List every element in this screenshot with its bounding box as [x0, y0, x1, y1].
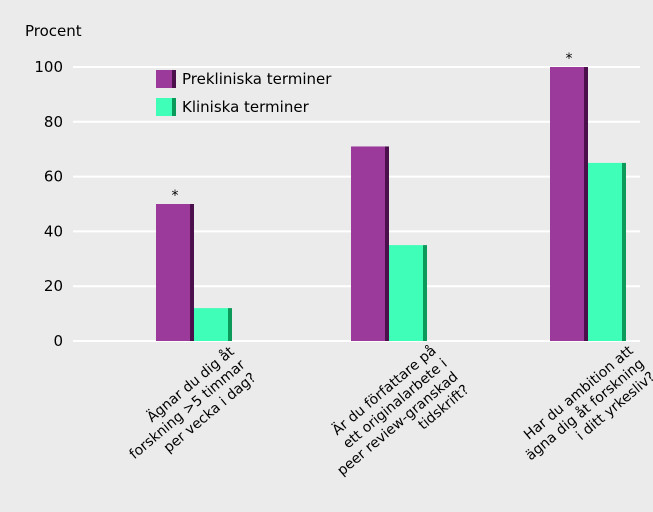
bar-face	[351, 146, 385, 341]
category-label-line: ägna dig åt forskning	[522, 355, 647, 464]
annotations: **	[172, 51, 573, 204]
bar-side	[423, 245, 427, 341]
category-label: Har du ambition attägna dig åt forskning…	[512, 342, 653, 477]
bar-face	[389, 245, 423, 341]
y-tick-label: 20	[44, 277, 63, 295]
bar-face	[550, 67, 584, 341]
legend-swatch-side	[172, 98, 176, 116]
legend-swatch-side	[172, 70, 176, 88]
bar-face	[156, 204, 190, 341]
y-tick-label: 80	[44, 113, 63, 131]
y-tick-labels: 0 20 40 60 80 100	[34, 58, 63, 350]
bar-preclinical	[156, 204, 194, 341]
bar-preclinical	[550, 67, 588, 341]
category-labels: Ägnar du dig åtforskning >5 timmarper ve…	[114, 341, 653, 492]
significance-marker: *	[172, 188, 179, 204]
bar-side	[622, 162, 626, 341]
bar-clinical	[194, 308, 232, 341]
category-label: Ägnar du dig åtforskning >5 timmarper ve…	[114, 342, 259, 476]
legend-item: Prekliniska terminer	[156, 70, 332, 88]
legend-swatch	[156, 98, 172, 116]
category-label: Är du författare påett originalarbete ip…	[311, 341, 472, 492]
bar-face	[194, 308, 228, 341]
y-axis-title: Procent	[25, 22, 82, 40]
bar-side	[190, 204, 194, 341]
legend-label: Prekliniska terminer	[182, 70, 332, 88]
legend-swatch	[156, 70, 172, 88]
y-tick-label: 40	[44, 222, 63, 240]
bar-side	[584, 67, 588, 341]
significance-marker: *	[566, 51, 573, 67]
category-label-line: forskning >5 timmar	[127, 357, 249, 463]
bar-clinical	[389, 245, 427, 341]
legend-label: Kliniska terminer	[182, 98, 310, 116]
bar-face	[588, 162, 622, 341]
bar-preclinical	[351, 146, 389, 341]
bar-side	[228, 308, 232, 341]
legend-item: Kliniska terminer	[156, 98, 310, 116]
bar-clinical	[588, 162, 626, 341]
y-tick-label: 60	[44, 168, 63, 186]
bars	[156, 67, 626, 341]
bar-side	[385, 146, 389, 341]
legend: Prekliniska terminer Kliniska terminer	[156, 70, 332, 116]
y-tick-label: 100	[34, 58, 63, 76]
y-tick-label: 0	[53, 332, 63, 350]
